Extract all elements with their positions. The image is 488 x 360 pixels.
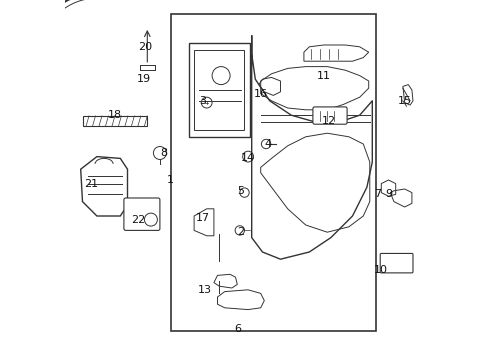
FancyBboxPatch shape bbox=[82, 116, 147, 126]
Text: 18: 18 bbox=[108, 110, 122, 120]
FancyBboxPatch shape bbox=[123, 198, 160, 230]
Text: 16: 16 bbox=[253, 89, 267, 99]
Text: 4: 4 bbox=[264, 139, 271, 149]
FancyBboxPatch shape bbox=[312, 107, 346, 124]
FancyBboxPatch shape bbox=[380, 253, 412, 273]
Text: 6: 6 bbox=[233, 324, 240, 334]
Text: 2: 2 bbox=[237, 227, 244, 237]
Text: 21: 21 bbox=[84, 179, 99, 189]
Text: 19: 19 bbox=[136, 74, 150, 84]
Text: 17: 17 bbox=[196, 213, 210, 223]
Text: 7: 7 bbox=[373, 189, 381, 199]
Text: 13: 13 bbox=[198, 285, 211, 295]
Text: 10: 10 bbox=[373, 265, 387, 275]
Text: 14: 14 bbox=[241, 153, 255, 163]
Text: 5: 5 bbox=[237, 186, 244, 196]
Text: 9: 9 bbox=[384, 189, 391, 199]
Text: 15: 15 bbox=[397, 96, 411, 106]
FancyBboxPatch shape bbox=[170, 14, 375, 331]
Text: 1: 1 bbox=[167, 175, 174, 185]
Text: 12: 12 bbox=[322, 116, 335, 126]
Text: 11: 11 bbox=[316, 71, 330, 81]
Text: 8: 8 bbox=[160, 148, 167, 158]
Text: 20: 20 bbox=[138, 42, 152, 52]
Text: 22: 22 bbox=[131, 215, 145, 225]
Text: 3: 3 bbox=[199, 96, 206, 106]
